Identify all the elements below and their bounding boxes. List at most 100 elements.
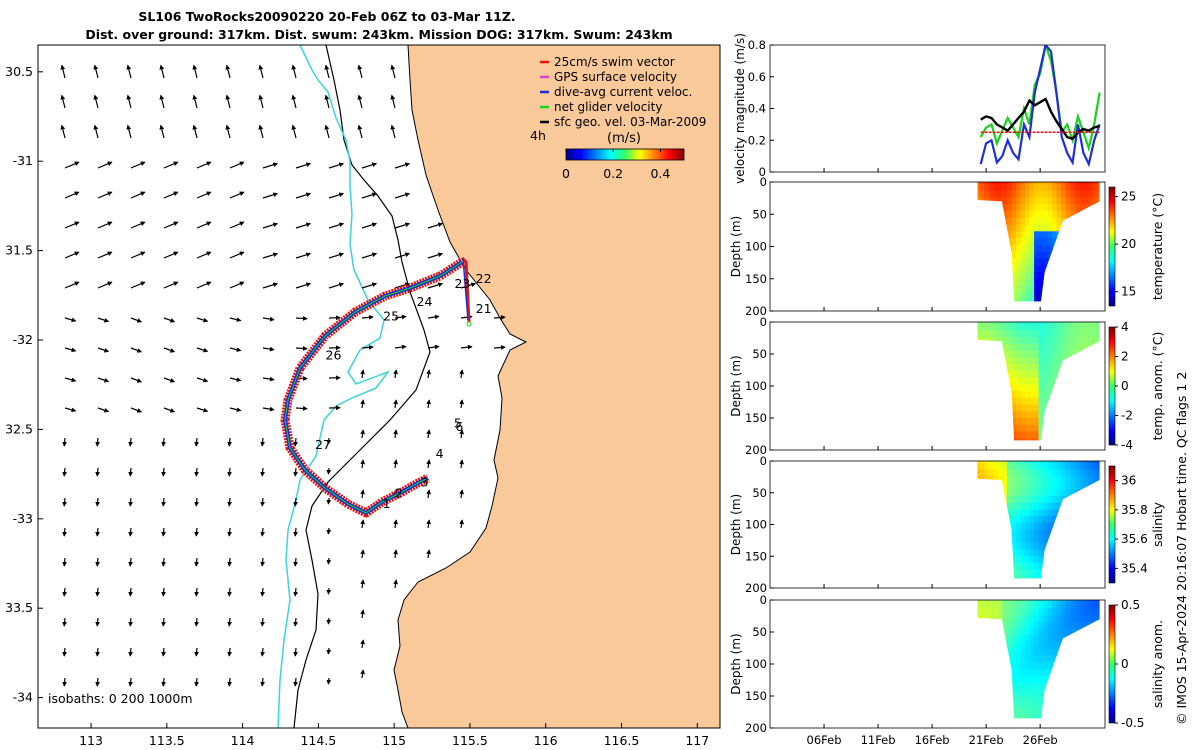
current-arrow bbox=[361, 344, 374, 350]
section-cell bbox=[1038, 384, 1044, 392]
section-cell bbox=[1047, 669, 1053, 677]
section-cell bbox=[993, 462, 999, 470]
current-arrow bbox=[361, 314, 374, 320]
current-arrow bbox=[262, 346, 275, 352]
section-cell bbox=[1047, 238, 1053, 246]
legend-entry: GPS surface velocity bbox=[554, 70, 677, 84]
section-cell bbox=[1029, 343, 1035, 352]
section-cell bbox=[1025, 343, 1031, 352]
current-arrow bbox=[427, 282, 444, 289]
section-cell bbox=[1029, 496, 1035, 504]
section-cell bbox=[1020, 431, 1026, 439]
current-arrow bbox=[95, 647, 100, 657]
section-cell bbox=[1038, 217, 1044, 225]
section-cell bbox=[1052, 337, 1058, 345]
section-cell bbox=[979, 608, 985, 616]
day-label: 1 bbox=[383, 496, 391, 511]
section-cell bbox=[1038, 461, 1044, 464]
section-cell bbox=[1011, 323, 1017, 331]
section-colorbar bbox=[1108, 326, 1116, 446]
current-arrow bbox=[229, 407, 242, 412]
current-arrow bbox=[95, 527, 100, 537]
section-cell bbox=[1056, 462, 1062, 470]
current-arrow bbox=[62, 467, 67, 477]
section-cell bbox=[1074, 461, 1080, 464]
section-cell bbox=[1047, 522, 1053, 530]
legend-entry: sfc geo. vel. 03-Mar-2009 bbox=[554, 115, 706, 129]
current-vector-field bbox=[60, 64, 506, 687]
current-arrow bbox=[393, 369, 398, 379]
section-cell bbox=[1092, 461, 1098, 464]
section-cell bbox=[1016, 322, 1021, 325]
section-cell bbox=[977, 462, 981, 470]
current-arrow bbox=[194, 527, 199, 537]
section-cell bbox=[1011, 204, 1017, 212]
section-cell bbox=[1038, 190, 1044, 198]
section-cell bbox=[1029, 635, 1035, 643]
section-cell bbox=[1025, 251, 1031, 259]
depth-tick-label: 0 bbox=[760, 315, 767, 329]
section-cell bbox=[1029, 462, 1035, 470]
current-arrow bbox=[357, 124, 363, 139]
section-cell bbox=[988, 462, 994, 470]
current-arrow bbox=[426, 489, 431, 499]
section-cell bbox=[1002, 204, 1008, 212]
current-arrow bbox=[427, 222, 444, 229]
section-cell bbox=[1070, 615, 1076, 623]
section-cell bbox=[1034, 285, 1040, 293]
section-cell bbox=[1029, 204, 1035, 212]
section-cell bbox=[1002, 322, 1008, 325]
section-cell bbox=[1056, 635, 1062, 643]
section-cell bbox=[1029, 556, 1035, 564]
section-cell bbox=[1025, 556, 1031, 564]
section-cell bbox=[1070, 461, 1076, 464]
current-arrow bbox=[426, 549, 431, 559]
section-cell bbox=[1007, 182, 1012, 185]
track-end-marker bbox=[466, 321, 472, 327]
section-cell bbox=[1029, 628, 1035, 636]
current-arrow bbox=[97, 377, 110, 383]
section-cell bbox=[1029, 669, 1035, 677]
section-cell bbox=[1025, 323, 1031, 331]
depth-tick-label: 100 bbox=[745, 657, 767, 671]
section-cell bbox=[1038, 322, 1044, 325]
section-cell bbox=[1097, 182, 1100, 185]
current-arrow bbox=[459, 369, 464, 379]
section-cell bbox=[1020, 716, 1026, 719]
section-cell bbox=[977, 323, 981, 331]
section-cell bbox=[1007, 615, 1012, 623]
current-arrow bbox=[161, 497, 166, 507]
section-cell bbox=[1020, 662, 1026, 670]
section-cell bbox=[977, 322, 981, 325]
section-cell bbox=[1020, 204, 1026, 212]
section-cell bbox=[1047, 648, 1053, 657]
section-cell bbox=[1016, 323, 1021, 331]
section-cell bbox=[1034, 217, 1040, 225]
section-cell bbox=[1025, 292, 1031, 300]
current-arrow bbox=[328, 282, 345, 289]
current-arrow bbox=[194, 497, 199, 507]
section-cell bbox=[1025, 509, 1031, 517]
section-cell bbox=[1052, 615, 1058, 623]
section-cell bbox=[1016, 621, 1021, 630]
section-cell bbox=[1011, 642, 1017, 650]
current-arrow bbox=[326, 527, 332, 535]
section-cell bbox=[1025, 696, 1031, 704]
section-cell bbox=[1020, 404, 1026, 412]
section-cell bbox=[1002, 482, 1008, 490]
section-cell bbox=[1043, 397, 1049, 405]
section-cell bbox=[1011, 217, 1017, 225]
section-cell bbox=[1025, 190, 1031, 198]
section-cell bbox=[1025, 675, 1031, 683]
isobath-0m bbox=[393, 45, 528, 728]
section-cell bbox=[1020, 337, 1026, 345]
section-cell bbox=[1029, 322, 1035, 325]
section-cell bbox=[1002, 461, 1008, 464]
section-cell bbox=[1088, 323, 1094, 331]
section-cell bbox=[1020, 648, 1026, 657]
section-cell bbox=[1034, 411, 1040, 419]
section-cell bbox=[1029, 716, 1035, 719]
section-cell bbox=[984, 182, 990, 185]
section-cell bbox=[1029, 265, 1035, 273]
